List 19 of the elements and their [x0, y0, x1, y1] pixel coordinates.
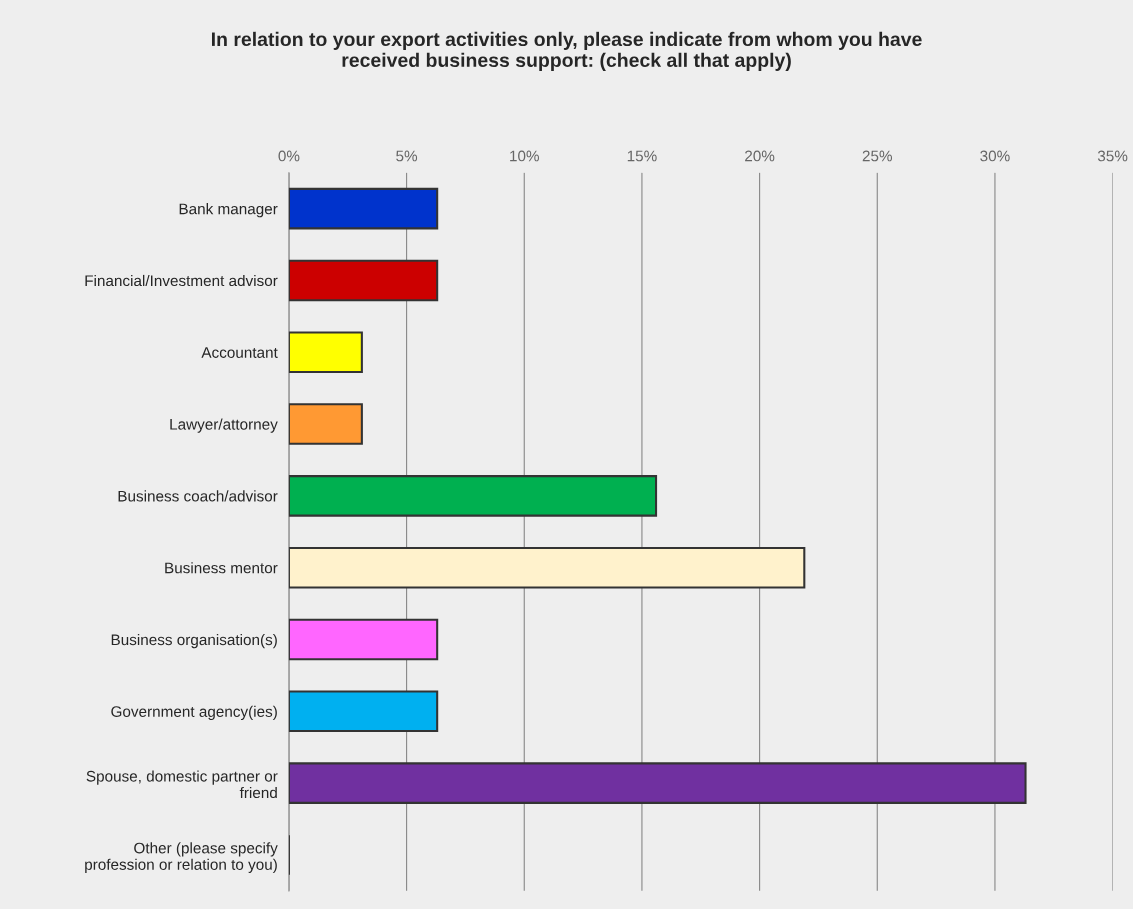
x-tick-label: 10% — [510, 150, 539, 162]
x-tick-label: 5% — [396, 150, 418, 162]
x-tick-label: 30% — [980, 150, 1010, 162]
x-tick-label: 0% — [278, 150, 300, 162]
y-tick-label: Accountant — [201, 347, 278, 358]
x-tick-label: 20% — [745, 150, 775, 162]
x-tick-label: 15% — [627, 150, 657, 162]
y-tick-label: Business organisation(s) — [111, 633, 277, 649]
y-tick-label: Lawyer/attorney — [170, 418, 278, 433]
y-tick-label: Financial/Investment advisor — [85, 274, 278, 287]
y-tick-label: Other (please specify profession or relation to you) — [85, 842, 278, 873]
y-tick-label: Business mentor — [165, 562, 278, 574]
y-tick-label: Business coach/advisor — [118, 490, 278, 502]
y-tick-label: Government agency(ies) — [111, 705, 277, 720]
x-tick-label: 35% — [1097, 150, 1128, 162]
y-tick-label: Bank manager — [179, 203, 278, 218]
chart-title: In relation to your export activities only, please indicate from whom you have received business support: (check all that apply) — [211, 31, 922, 71]
y-tick-label: Spouse, domestic partner or friend — [86, 770, 278, 799]
x-tick-label: 25% — [862, 150, 893, 162]
